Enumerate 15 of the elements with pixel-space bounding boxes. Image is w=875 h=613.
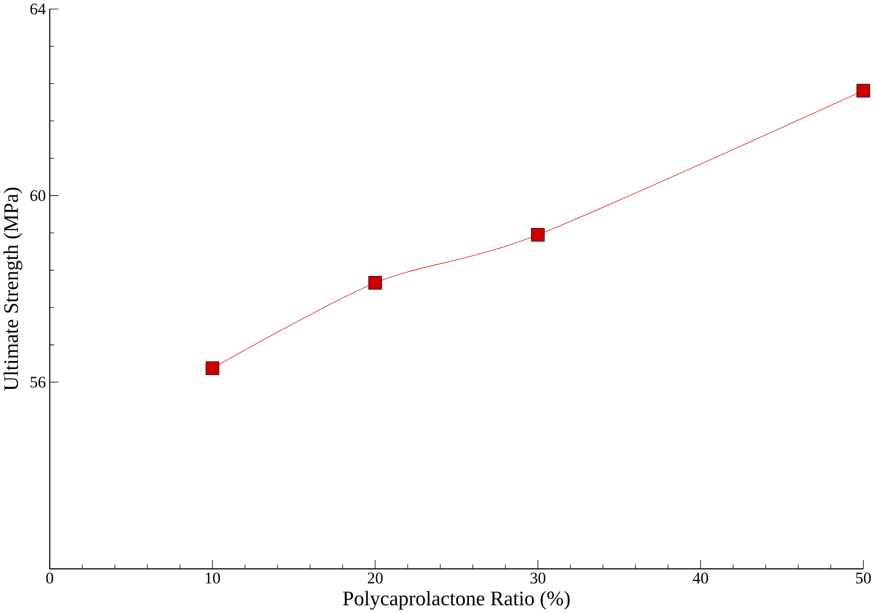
x-tick-label: 20 (368, 572, 383, 584)
x-tick-label: 10 (206, 572, 220, 584)
y-axis-title: Ultimate Strength (MPa) (4, 188, 22, 390)
x-tick-label: 30 (530, 572, 546, 584)
x-axis-title: Polycaprolactone Ratio (%) (343, 590, 570, 610)
point (206, 361, 220, 375)
point (368, 276, 382, 290)
x-tick-label: 50 (856, 572, 871, 584)
y-tick-label: 60 (30, 190, 46, 201)
y-tick-label: 64 (30, 3, 46, 14)
x-tick-label: 40 (692, 572, 708, 584)
point (531, 228, 545, 242)
y-tick-label: 56 (30, 376, 46, 388)
point (856, 84, 870, 98)
x-tick-label: 0 (46, 572, 54, 584)
